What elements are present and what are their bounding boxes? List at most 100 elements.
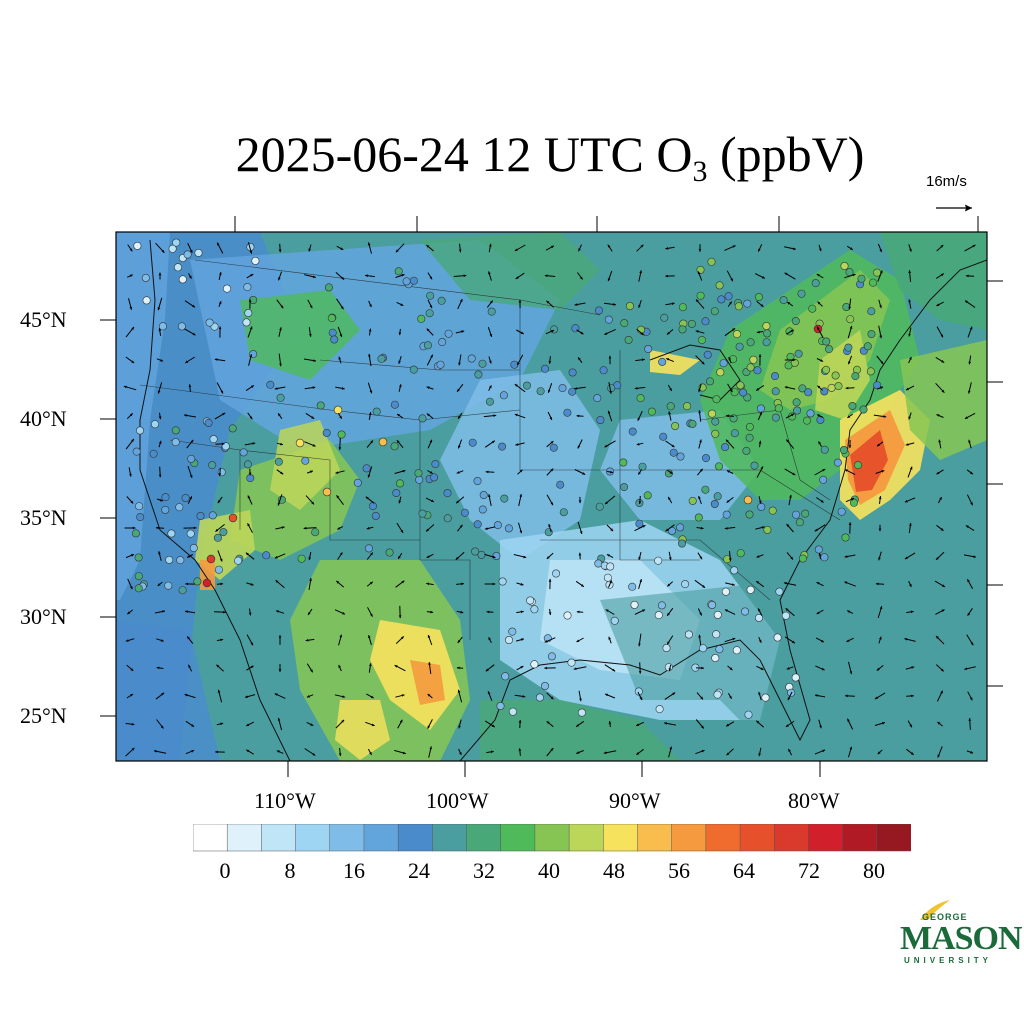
station-marker <box>711 429 720 438</box>
station-marker <box>568 387 577 396</box>
wind-vector-head <box>576 414 580 418</box>
wind-vector-head <box>758 691 761 695</box>
wind-vector-head <box>848 522 852 525</box>
station-marker <box>846 315 855 324</box>
wind-vector-head <box>728 357 732 361</box>
station-marker <box>732 330 741 339</box>
station-marker <box>708 409 717 418</box>
station-marker <box>863 342 872 351</box>
station-marker <box>746 585 755 594</box>
wind-vector-head <box>936 471 940 475</box>
station-marker <box>841 533 850 542</box>
station-marker <box>330 335 339 344</box>
wind-vector-head <box>638 643 641 647</box>
station-marker <box>378 437 388 447</box>
wind-vector-head <box>756 388 760 391</box>
wind-vector-head <box>726 499 730 503</box>
wind-vector-head <box>461 582 464 586</box>
wind-vector-head <box>514 248 518 251</box>
station-marker <box>671 421 680 430</box>
wind-vector-head <box>490 750 494 754</box>
station-marker <box>676 523 685 532</box>
wind-vector-head <box>368 328 372 332</box>
wind-vector-head <box>127 611 131 615</box>
wind-vector-head <box>426 555 430 558</box>
wind-vector-head <box>939 497 942 500</box>
colorbar-cell <box>363 824 399 852</box>
station-marker <box>208 461 217 470</box>
wind-vector-head <box>459 752 462 755</box>
wind-vector-head <box>792 247 796 251</box>
wind-vector-head <box>281 526 285 529</box>
wind-vector-head <box>158 474 162 478</box>
wind-vector-head <box>402 469 406 473</box>
station-marker <box>736 381 745 390</box>
station-marker <box>322 428 331 437</box>
wind-vector-head <box>579 531 583 534</box>
station-marker <box>178 275 187 284</box>
station-marker <box>161 505 170 514</box>
station-marker <box>437 296 446 305</box>
wind-vector-head <box>131 722 135 726</box>
station-marker <box>662 643 671 652</box>
wind-vector-head <box>669 471 673 474</box>
wind-vector-head <box>845 694 848 698</box>
station-marker <box>508 627 517 636</box>
wind-vector-head <box>426 245 430 248</box>
wind-vector-head <box>791 640 795 644</box>
wind-vector-head <box>695 330 699 333</box>
station-marker <box>544 528 553 537</box>
station-marker <box>158 322 167 331</box>
wind-vector-head <box>874 696 878 700</box>
station-marker <box>322 487 332 497</box>
station-marker <box>353 478 362 487</box>
station-marker <box>496 701 505 710</box>
wind-vector-head <box>787 302 791 305</box>
station-marker <box>134 553 143 562</box>
wind-vector-head <box>606 554 610 557</box>
wind-vector-head <box>700 696 703 700</box>
wind-vector-head <box>941 609 945 612</box>
wind-vector-head <box>338 356 342 360</box>
wind-vector-head <box>550 441 554 444</box>
wind-vector-head <box>849 671 853 675</box>
station-marker <box>714 462 723 471</box>
wind-vector-head <box>972 244 976 248</box>
wind-vector-head <box>153 749 157 753</box>
wind-vector-head <box>250 274 254 277</box>
wind-vector-head <box>130 586 133 590</box>
wind-vector-head <box>394 665 398 668</box>
station-marker <box>754 613 763 622</box>
station-marker <box>744 710 753 719</box>
lat-label-45n: 45°N <box>20 307 67 332</box>
wind-vector-head <box>369 304 372 308</box>
wind-vector-head <box>160 725 164 729</box>
wind-vector-head <box>573 667 577 670</box>
wind-vector-head <box>550 502 553 506</box>
wind-vector-head <box>520 331 524 334</box>
wind-vector-head <box>698 634 701 638</box>
wind-vector-head <box>880 270 883 274</box>
wind-vector-head <box>279 363 282 367</box>
lon-label-110w: 110°W <box>254 788 316 813</box>
station-marker <box>249 295 258 304</box>
wind-vector-head <box>576 639 580 642</box>
wind-vector-head <box>278 413 281 417</box>
wind-vector-head <box>342 611 345 615</box>
station-marker <box>485 397 494 406</box>
station-marker <box>664 663 673 672</box>
wind-vector-head <box>520 666 524 669</box>
wind-vector-head <box>881 470 885 473</box>
station-marker <box>749 355 758 364</box>
station-marker <box>798 384 807 393</box>
wind-vector-head <box>728 558 732 562</box>
station-marker <box>577 708 586 717</box>
wind-vector-head <box>279 327 282 331</box>
wind-vector-head <box>613 303 616 306</box>
wind-vector-head <box>724 527 728 530</box>
wind-vector-head <box>371 723 375 727</box>
station-marker <box>186 529 195 538</box>
colorbar-label-40: 40 <box>538 858 560 883</box>
wind-vector-head <box>816 611 820 614</box>
wind-vector-head <box>671 444 675 448</box>
